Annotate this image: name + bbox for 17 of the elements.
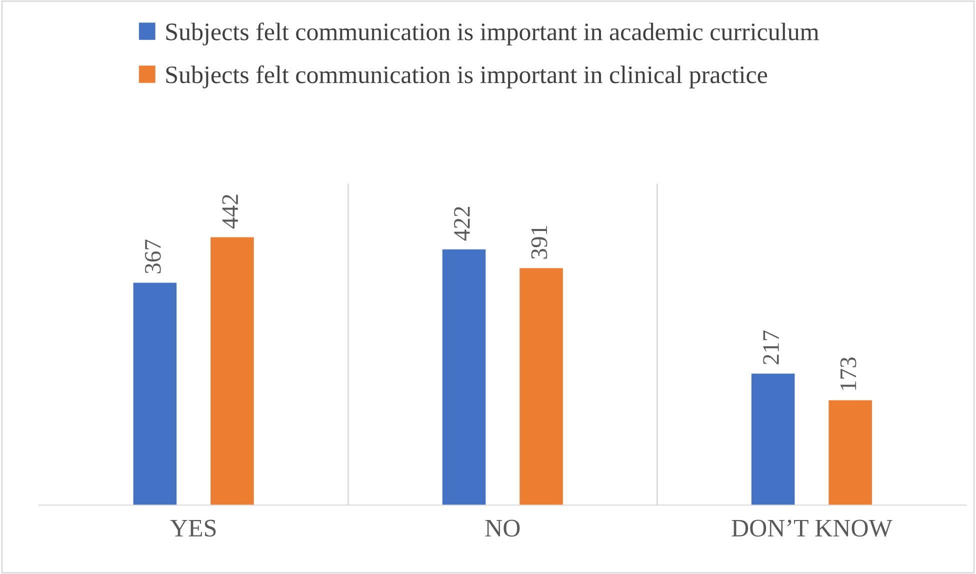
bar [442,249,486,506]
bar [210,237,254,506]
bar [133,282,177,506]
data-label: 442 [222,194,238,228]
data-label: 367 [144,240,161,274]
data-label: 217 [763,330,779,364]
bar [751,374,795,506]
legend-label: Subjects felt communication is important in academic curriculum [166,22,819,46]
data-label: 422 [454,206,470,241]
data-label: 391 [531,226,548,259]
bar [828,400,872,506]
x-tick-label: DON’T KNOW [732,520,892,537]
data-label: 173 [840,357,856,390]
x-tick-label: NO [485,520,520,537]
legend-label: Subjects felt communication is important in clinical practice [166,65,768,88]
x-tick-label: YES [170,520,216,537]
bar [520,268,563,506]
